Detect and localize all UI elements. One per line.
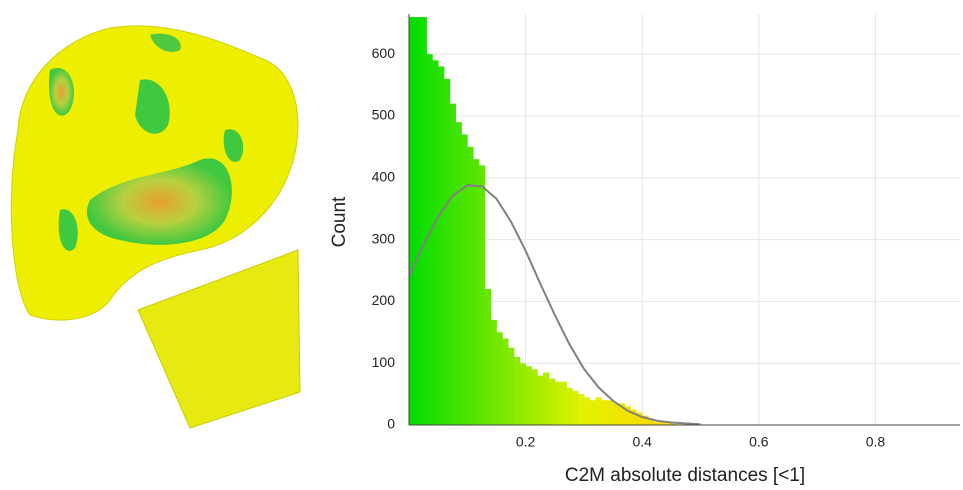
x-tick-label: 0.2	[516, 434, 536, 450]
bar	[531, 369, 537, 425]
y-tick-label: 200	[372, 292, 396, 308]
bar	[572, 391, 578, 425]
bar	[473, 159, 479, 425]
bar	[409, 17, 415, 425]
y-tick-label: 100	[372, 354, 396, 370]
bar	[537, 376, 543, 425]
y-tick-label: 400	[372, 168, 396, 184]
bar	[578, 394, 584, 425]
plot-area	[409, 17, 701, 425]
bar	[555, 382, 561, 425]
bar	[596, 397, 602, 425]
x-axis-title: C2M absolute distances [<1]	[565, 465, 805, 486]
bar	[444, 79, 450, 425]
x-tick-label: 0.8	[866, 434, 886, 450]
bar	[543, 372, 549, 425]
bar	[450, 104, 456, 425]
bar	[502, 338, 508, 425]
model-stalk	[138, 250, 300, 428]
bar	[590, 400, 596, 425]
y-tick-label: 500	[372, 107, 396, 123]
bar	[438, 67, 444, 425]
3d-model	[11, 26, 300, 428]
bar	[432, 60, 438, 425]
bar	[467, 147, 473, 425]
histogram: C2M absolute distances [<1] Count 0 100 20…	[329, 14, 960, 486]
bar	[479, 165, 485, 425]
bar	[421, 17, 427, 425]
bar	[491, 320, 497, 425]
x-tick-label: 0.6	[749, 434, 769, 450]
bar	[485, 289, 491, 425]
bar	[508, 348, 514, 425]
bar	[520, 363, 526, 425]
bar	[456, 122, 462, 425]
bar	[415, 17, 421, 425]
bar	[584, 397, 590, 425]
screenshot: C2M absolute distances [<1] Count 0 100 20…	[0, 0, 963, 490]
y-tick-label: 0	[387, 416, 395, 432]
bar	[514, 357, 520, 425]
y-tick-label: 300	[372, 230, 396, 246]
bar	[561, 382, 567, 425]
y-tick-label: 600	[372, 45, 396, 61]
y-axis-title: Count	[329, 196, 350, 247]
bar	[426, 54, 432, 425]
bar	[601, 400, 607, 425]
x-tick-label: 0.4	[632, 434, 652, 450]
bar	[607, 400, 613, 425]
bar	[613, 403, 619, 425]
bar	[496, 332, 502, 425]
bar	[549, 379, 555, 425]
bar	[526, 366, 532, 425]
bar	[566, 388, 572, 425]
bar	[461, 135, 467, 425]
